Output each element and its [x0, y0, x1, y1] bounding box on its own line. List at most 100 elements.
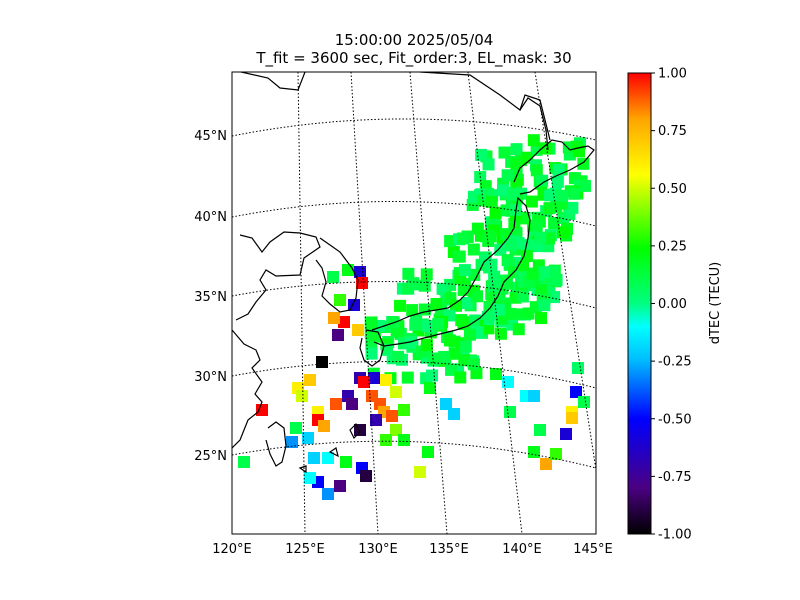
dtec-patch	[438, 350, 451, 363]
coastline-korea	[315, 237, 359, 313]
y-tick-label: 35°N	[194, 290, 227, 305]
colorbar-tick-label: 0.00	[658, 297, 687, 312]
dtec-patch	[510, 157, 523, 170]
dtec-patch	[405, 336, 418, 349]
dtec-patch	[530, 219, 543, 232]
dtec-patch	[304, 374, 316, 386]
dtec-patch	[504, 406, 516, 418]
dtec-patch	[342, 264, 354, 276]
dtec-patch	[365, 316, 378, 329]
dtec-patch	[424, 382, 436, 394]
dtec-patch	[380, 374, 392, 386]
dtec-patch	[414, 466, 426, 478]
dtec-patch	[516, 290, 529, 303]
dtec-patch	[497, 184, 510, 197]
dtec-patch	[448, 408, 460, 420]
dtec-patch	[500, 204, 513, 217]
dtec-patch	[492, 303, 505, 316]
dtec-patch	[489, 206, 502, 219]
x-tick-label: 135°E	[429, 542, 469, 557]
dtec-patch	[398, 404, 410, 416]
colorbar-tick-label: 0.75	[658, 124, 687, 139]
dtec-patch	[452, 250, 465, 263]
dtec-patch	[501, 169, 514, 182]
x-tick-label: 125°E	[285, 542, 325, 557]
dtec-patch	[507, 188, 520, 201]
parallel-40	[232, 200, 596, 227]
dtec-patch	[358, 376, 370, 388]
dtec-patch	[454, 371, 467, 384]
y-tick-label: 45°N	[194, 129, 227, 144]
coastline-taiwan	[265, 421, 287, 467]
dtec-patch	[548, 291, 561, 304]
dtec-patch	[302, 432, 314, 444]
dtec-patch	[420, 339, 433, 352]
coastline-ryukyu	[298, 422, 361, 474]
dtec-patch	[527, 134, 540, 147]
dtec-patch	[390, 386, 402, 398]
dtec-patch	[467, 243, 480, 256]
dtec-patch	[328, 312, 340, 324]
dtec-patch	[401, 371, 414, 384]
dtec-patch	[327, 271, 339, 283]
dtec-patch	[432, 318, 445, 331]
dtec-patch	[494, 243, 507, 256]
dtec-patch	[426, 369, 439, 382]
dtec-patch	[485, 195, 498, 208]
coastline-sakhalin	[519, 97, 549, 151]
dtec-patch	[402, 267, 415, 280]
dtec-patch	[538, 299, 551, 312]
dtec-patch	[440, 398, 452, 410]
dtec-patch	[566, 412, 578, 424]
dtec-patch	[475, 148, 488, 161]
dtec-patch	[540, 458, 552, 470]
dtec-patch	[548, 217, 561, 230]
x-tick-labels: 120°E 125°E 130°E 135°E 140°E 145°E	[212, 542, 613, 557]
chart-title-line1: 15:00:00 2025/05/04	[334, 31, 494, 49]
dtec-patch	[430, 298, 443, 311]
dtec-patch	[286, 436, 298, 448]
coastline-hokkaido	[513, 139, 595, 195]
dtec-patch	[445, 363, 458, 376]
dtec-patch	[493, 291, 506, 304]
dtec-patch	[308, 452, 320, 464]
dtec-patch	[394, 299, 407, 312]
dtec-patch	[578, 396, 590, 408]
dtec-patch	[536, 174, 549, 187]
dtec-patch	[338, 316, 350, 328]
dtec-patch	[504, 239, 517, 252]
coastlines	[232, 72, 595, 474]
y-tick-labels: 25°N 30°N 35°N 40°N 45°N	[194, 129, 227, 464]
meridian-145	[534, 72, 596, 471]
dtec-patch	[330, 398, 342, 410]
dtec-patch	[238, 456, 250, 468]
meridian-140	[467, 72, 523, 534]
parallel-25	[232, 440, 596, 469]
dtec-patch	[552, 163, 565, 176]
dtec-patch	[498, 146, 511, 159]
dtec-patch	[577, 157, 590, 170]
coastline-china-south	[232, 329, 263, 449]
colorbar-tick-label: -0.50	[658, 412, 692, 427]
meridian-135	[409, 72, 448, 534]
dtec-patch	[471, 290, 484, 303]
x-tick-label: 145°E	[573, 542, 613, 557]
dtec-patch	[550, 448, 562, 460]
dtec-patch	[443, 334, 456, 347]
dtec-patch	[530, 164, 543, 177]
colorbar-tick-label: 1.00	[658, 67, 687, 82]
dtec-patch	[578, 179, 591, 192]
dtec-patch	[467, 358, 480, 371]
dtec-patch	[568, 187, 581, 200]
dtec-patch	[526, 267, 539, 280]
colorbar-label: dTEC (TECU)	[708, 262, 723, 345]
dtec-patch	[406, 278, 419, 291]
chart-title-line2: T_fit = 3600 sec, Fit_order:3, EL_mask: …	[256, 49, 572, 67]
y-tick-label: 30°N	[194, 370, 227, 385]
dtec-patch	[304, 472, 316, 484]
dtec-patch	[422, 320, 435, 333]
dtec-patch	[457, 316, 470, 329]
dtec-patch	[316, 356, 328, 368]
dtec-patch	[380, 434, 392, 446]
